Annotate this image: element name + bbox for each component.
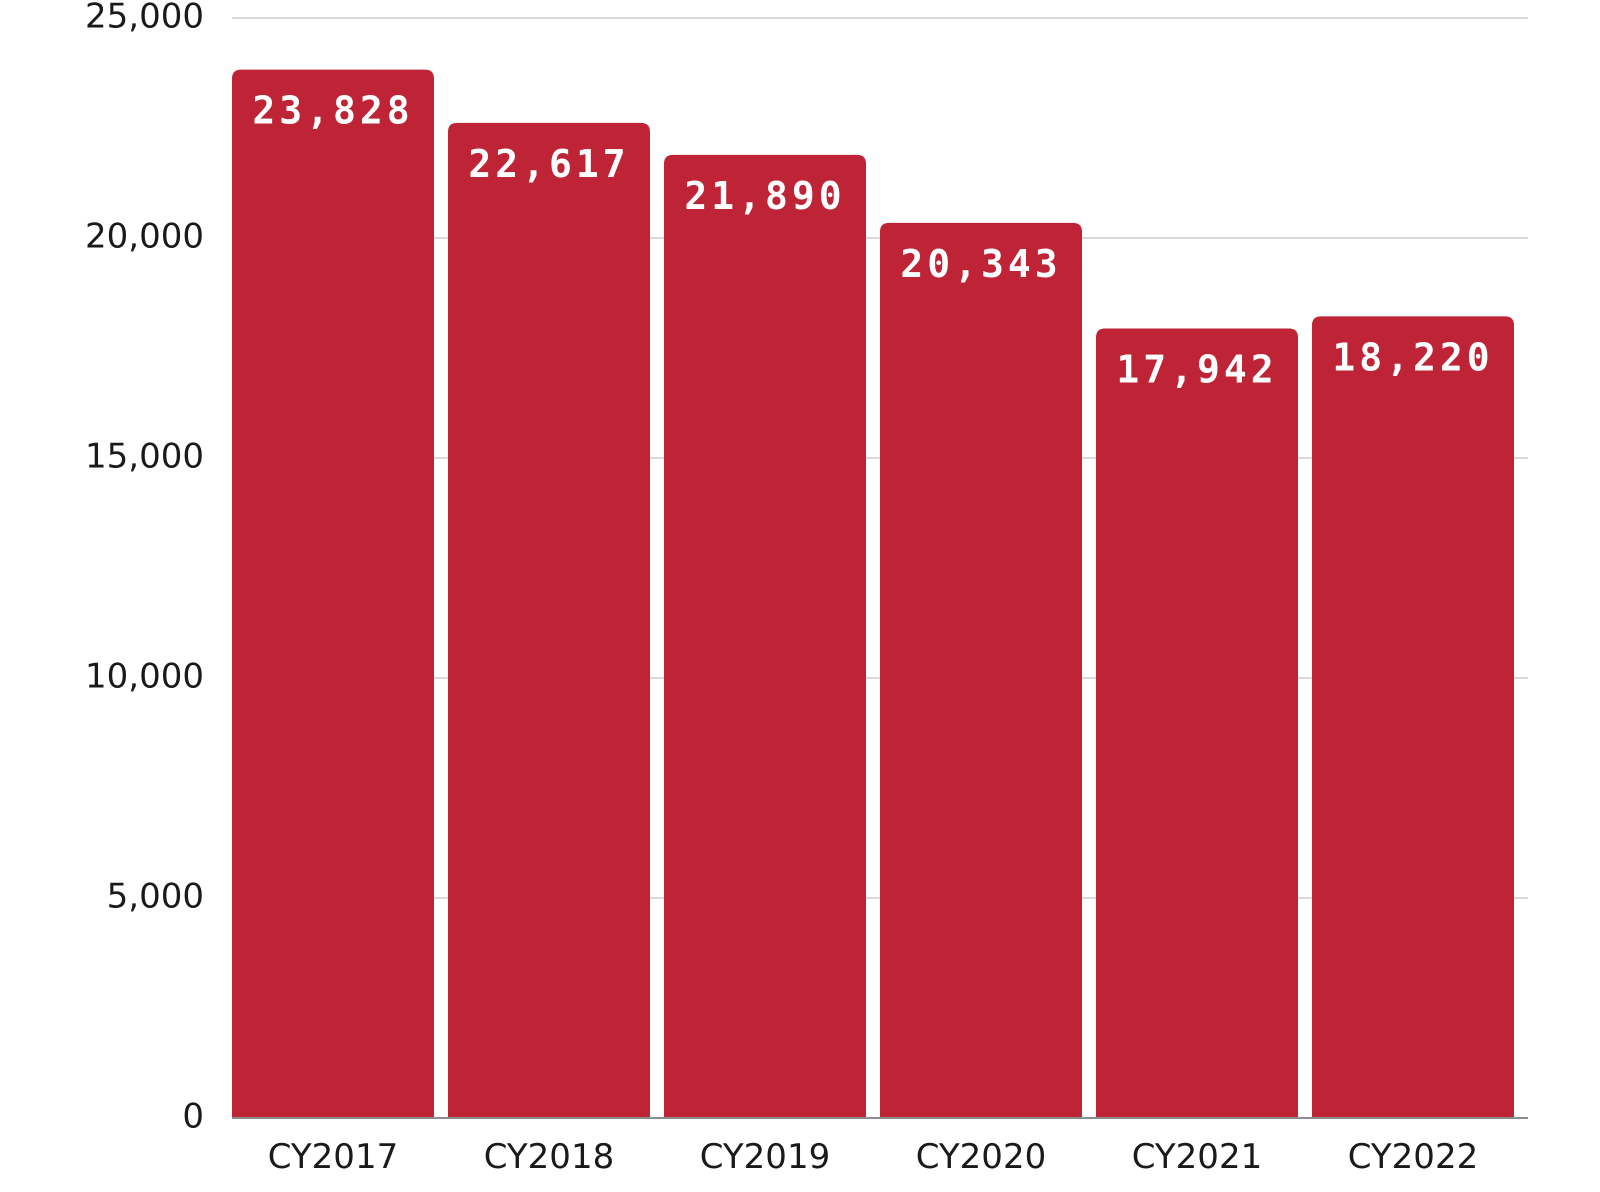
x-category-label: CY2020 — [916, 1137, 1046, 1177]
bar-cy2022 — [1312, 316, 1514, 1118]
x-category-label: CY2017 — [268, 1137, 398, 1177]
x-category-label: CY2021 — [1132, 1137, 1262, 1177]
bar-data-label: 23,828 — [252, 89, 413, 133]
bar-data-label: 22,617 — [468, 142, 629, 186]
y-axis-tick-labels: 0 5,000 10,000 15,000 20,000 25,000 — [85, 0, 204, 1137]
y-tick-label: 25,000 — [85, 0, 204, 37]
bar-cy2017 — [232, 69, 434, 1119]
y-tick-label: 20,000 — [85, 217, 204, 257]
bar-data-label: 17,942 — [1116, 348, 1277, 392]
bar-data-label: 20,343 — [900, 242, 1061, 286]
y-tick-label: 15,000 — [85, 437, 204, 477]
y-tick-label: 0 — [182, 1097, 204, 1137]
y-tick-label: 10,000 — [85, 657, 204, 697]
x-category-label: CY2019 — [700, 1137, 830, 1177]
y-tick-label: 5,000 — [107, 877, 204, 917]
bar-cy2019 — [664, 154, 866, 1119]
bar-cy2021 — [1096, 328, 1298, 1118]
bar-cy2018 — [448, 122, 650, 1119]
bar-cy2020 — [880, 222, 1082, 1118]
x-category-label: CY2022 — [1348, 1137, 1478, 1177]
bars — [232, 69, 1514, 1119]
bar-data-labels: 23,828 22,617 21,890 20,343 17,942 18,220 — [252, 89, 1493, 392]
bar-data-label: 18,220 — [1332, 335, 1493, 379]
bar-data-label: 21,890 — [684, 174, 845, 218]
x-category-label: CY2018 — [484, 1137, 614, 1177]
x-axis-category-labels: CY2017 CY2018 CY2019 CY2020 CY2021 CY2022 — [268, 1137, 1478, 1177]
